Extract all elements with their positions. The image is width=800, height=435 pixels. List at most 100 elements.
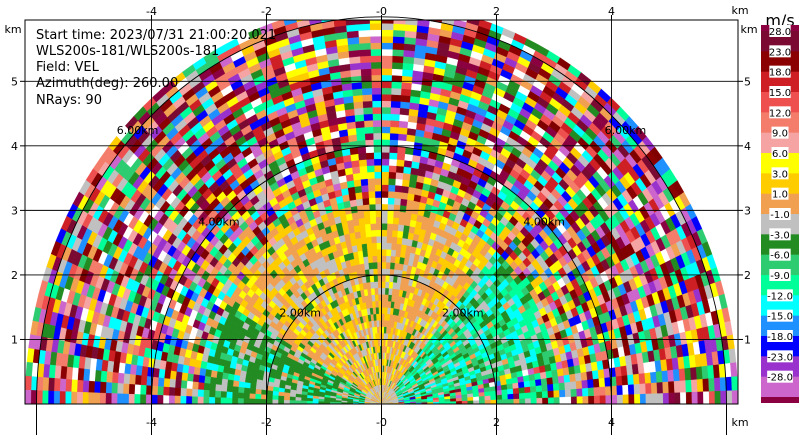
velocity-cell (388, 287, 393, 296)
velocity-cell (593, 395, 601, 404)
velocity-cell (381, 177, 389, 185)
velocity-cell (157, 377, 165, 388)
velocity-cell (375, 216, 382, 224)
velocity-cell (359, 61, 372, 70)
velocity-cell (628, 393, 635, 404)
velocity-cell (587, 387, 595, 397)
velocity-cell (381, 158, 390, 166)
velocity-cell (385, 261, 391, 270)
velocity-cell (312, 398, 319, 402)
velocity-cell (402, 172, 411, 181)
velocity-cell (400, 88, 412, 97)
velocity-cell (367, 255, 373, 264)
velocity-cell (518, 392, 526, 399)
velocity-cell (685, 391, 693, 404)
velocity-cell (88, 392, 95, 404)
velocity-cell (349, 199, 357, 208)
velocity-cell (392, 217, 400, 225)
velocity-cell (501, 393, 509, 400)
velocity-cell (390, 107, 401, 115)
velocity-cell (266, 399, 273, 404)
velocity-cell (381, 55, 393, 63)
velocity-cell (272, 395, 279, 401)
velocity-cell (232, 386, 239, 393)
velocity-cell (197, 382, 205, 391)
velocity-cell (359, 49, 371, 57)
velocity-cell (289, 400, 296, 404)
velocity-cell (233, 374, 241, 382)
velocity-cell (283, 392, 291, 398)
velocity-cell (278, 387, 285, 393)
velocity-cell (82, 368, 91, 382)
velocity-cell (226, 379, 234, 387)
velocity-cell (100, 370, 108, 383)
velocity-cell (243, 387, 251, 394)
velocity-cell (168, 387, 176, 397)
velocity-cell (381, 255, 387, 263)
velocity-cell (400, 81, 412, 90)
velocity-cell (353, 179, 362, 187)
velocity-cell (352, 94, 363, 103)
velocity-cell (371, 242, 377, 250)
velocity-cell (547, 390, 555, 398)
velocity-cell (169, 370, 177, 380)
velocity-cell (484, 395, 491, 401)
velocity-cell (576, 387, 583, 397)
velocity-cell (191, 396, 198, 404)
velocity-cell (381, 281, 386, 289)
velocity-cell (277, 399, 284, 404)
velocity-cell (354, 120, 365, 129)
velocity-cell (214, 384, 222, 392)
velocity-cell (680, 391, 687, 404)
velocity-cell (283, 399, 290, 404)
velocity-cell (375, 229, 382, 237)
velocity-cell (255, 383, 263, 391)
velocity-cell (390, 255, 396, 264)
velocity-cell (393, 197, 401, 206)
velocity-cell (249, 398, 256, 404)
velocity-cell (401, 179, 410, 187)
velocity-cell (88, 369, 96, 382)
velocity-cell (82, 380, 90, 393)
velocity-cell (359, 230, 367, 239)
velocity-cell (232, 380, 240, 388)
velocity-cell (354, 185, 362, 194)
velocity-cell (387, 294, 392, 302)
velocity-cell (399, 204, 407, 213)
velocity-cell (157, 386, 164, 396)
velocity-cell (381, 210, 388, 218)
velocity-cell (372, 126, 382, 134)
velocity-cell (376, 242, 382, 250)
velocity-cell (570, 396, 578, 404)
velocity-cell (358, 159, 367, 167)
velocity-cell (679, 379, 687, 393)
velocity-cell (388, 165, 397, 173)
velocity-cell (191, 381, 199, 390)
velocity-cell (684, 367, 692, 381)
velocity-cell (400, 243, 407, 252)
velocity-cell (356, 133, 366, 142)
velocity-cell (580, 371, 588, 381)
velocity-cell (238, 381, 246, 389)
velocity-cell (399, 101, 410, 110)
velocity-field (25, 20, 738, 404)
velocity-cell (128, 374, 136, 385)
velocity-cell (381, 145, 390, 153)
velocity-cell (394, 191, 402, 199)
velocity-cell (373, 139, 382, 147)
velocity-cell (214, 397, 221, 404)
velocity-cell (323, 401, 330, 404)
velocity-cell (388, 158, 397, 167)
velocity-cell (306, 397, 313, 402)
velocity-cell (371, 248, 378, 257)
velocity-cell (633, 383, 641, 395)
velocity-cell (266, 390, 274, 396)
velocity-cell (197, 396, 204, 404)
velocity-cell (696, 378, 704, 392)
velocity-cell (678, 367, 686, 381)
velocity-cell (358, 224, 366, 232)
velocity-cell (105, 382, 113, 394)
velocity-cell (529, 379, 537, 387)
velocity-cell (586, 370, 594, 380)
velocity-cell (381, 268, 386, 276)
